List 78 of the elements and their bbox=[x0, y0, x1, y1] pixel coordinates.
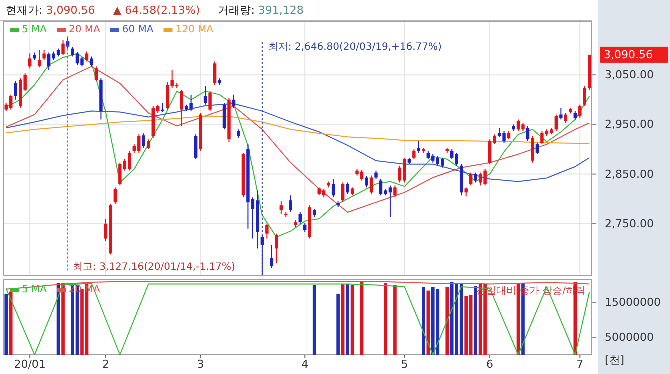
y-tick-label: 5000000 bbox=[605, 331, 654, 344]
candlestick bbox=[94, 66, 98, 82]
candlestick bbox=[222, 102, 226, 130]
candlestick bbox=[42, 50, 46, 61]
x-tick-label: 20/01 bbox=[14, 358, 46, 371]
x-tick-label: 3 bbox=[197, 358, 204, 371]
candlestick bbox=[270, 244, 274, 270]
candlestick bbox=[14, 81, 18, 100]
bar bbox=[426, 290, 430, 355]
candlestick bbox=[526, 126, 530, 142]
bar bbox=[394, 285, 397, 355]
candlestick bbox=[275, 233, 278, 264]
candlestick bbox=[341, 182, 345, 204]
text: 거래량: 391,128 bbox=[218, 4, 304, 17]
legend-label: 20 MA bbox=[69, 24, 101, 36]
candlestick bbox=[38, 50, 42, 68]
candlestick bbox=[114, 187, 118, 205]
candlestick bbox=[180, 89, 184, 127]
y-tick-label: 2,850.00 bbox=[605, 168, 654, 181]
candlestick bbox=[365, 176, 368, 188]
text: [천] bbox=[605, 354, 625, 367]
candlestick bbox=[204, 86, 208, 106]
candlestick bbox=[346, 182, 350, 195]
x-tick-label: 7 bbox=[576, 358, 584, 371]
bar bbox=[350, 285, 354, 355]
annotation: 최저: 2,646.80(20/03/19,+16.77%) bbox=[268, 42, 442, 53]
candlestick bbox=[90, 56, 94, 68]
legend-label: 60 MA bbox=[122, 24, 154, 36]
x-tick-label: 6 bbox=[486, 358, 494, 371]
candlestick bbox=[280, 201, 284, 214]
bar bbox=[341, 284, 345, 355]
legend-label: 120 MA bbox=[176, 24, 214, 36]
candlestick bbox=[474, 172, 478, 184]
bar bbox=[312, 285, 316, 355]
candlestick bbox=[266, 223, 269, 240]
bar bbox=[474, 286, 478, 355]
text: 3,090.56 bbox=[604, 48, 653, 62]
bar bbox=[4, 294, 8, 355]
candlestick bbox=[142, 133, 146, 149]
bar bbox=[422, 287, 426, 355]
y-tick-label: 2,750.00 bbox=[605, 217, 654, 230]
candlestick bbox=[332, 178, 336, 198]
candlestick bbox=[554, 114, 558, 132]
x-tick-label: 2 bbox=[102, 358, 110, 371]
candlestick bbox=[208, 90, 212, 112]
bar bbox=[9, 292, 13, 355]
candlestick bbox=[417, 140, 421, 154]
candlestick bbox=[62, 40, 65, 56]
candlestick bbox=[298, 212, 302, 224]
x-tick-label: 4 bbox=[302, 358, 309, 371]
y-tick-label: 3,050.00 bbox=[605, 68, 654, 82]
bar bbox=[336, 294, 340, 355]
text: 현재가: 3,090.56 bbox=[6, 4, 96, 17]
text: ▲ 64.58(2.13%) bbox=[113, 4, 200, 17]
legend-label: 5 MA bbox=[22, 284, 48, 296]
candlestick bbox=[147, 139, 150, 150]
bar bbox=[446, 287, 450, 355]
x-tick-label: 5 bbox=[401, 358, 408, 371]
candlestick bbox=[412, 148, 416, 160]
legend-label: 5 MA bbox=[22, 24, 48, 36]
bar bbox=[384, 283, 388, 355]
y-tick-label: 2,950.00 bbox=[605, 118, 654, 132]
candlestick bbox=[213, 61, 217, 86]
candlestick bbox=[536, 142, 540, 155]
y-tick-label: 15000000 bbox=[605, 296, 661, 310]
candlestick bbox=[531, 136, 534, 164]
candlestick bbox=[370, 175, 374, 195]
candlestick bbox=[560, 108, 563, 120]
annotation: 최고: 3,127.16(20/01/14,-1.17%) bbox=[73, 262, 236, 273]
candlestick bbox=[28, 53, 32, 70]
candlestick bbox=[394, 185, 397, 198]
candlestick bbox=[194, 134, 198, 160]
bar bbox=[346, 284, 350, 355]
candlestick bbox=[289, 195, 292, 213]
bar bbox=[62, 283, 65, 355]
candlestick bbox=[578, 104, 582, 119]
candlestick bbox=[583, 86, 586, 107]
candlestick bbox=[232, 94, 236, 109]
